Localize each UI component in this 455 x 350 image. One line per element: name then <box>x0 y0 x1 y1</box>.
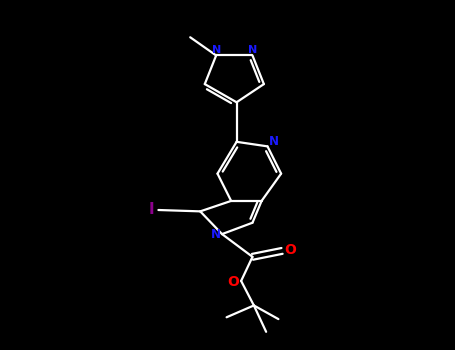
Text: N: N <box>269 135 279 148</box>
Text: N: N <box>212 44 221 55</box>
Text: N: N <box>211 228 221 241</box>
Text: O: O <box>284 243 296 257</box>
Text: O: O <box>228 275 239 289</box>
Text: I: I <box>149 203 154 217</box>
Text: N: N <box>248 44 257 55</box>
